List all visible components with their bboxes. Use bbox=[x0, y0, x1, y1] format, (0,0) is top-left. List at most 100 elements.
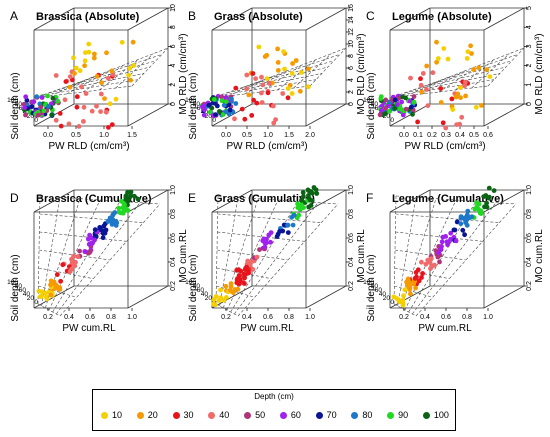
plane-line bbox=[487, 47, 525, 87]
x-axis-label: PW cum.RL bbox=[418, 323, 472, 334]
plane-line bbox=[455, 59, 495, 91]
data-point bbox=[259, 74, 264, 80]
z-tick-label: 0.6 bbox=[348, 233, 355, 243]
data-point bbox=[271, 120, 277, 126]
data-point bbox=[440, 120, 446, 126]
data-point bbox=[112, 210, 118, 215]
z-tick-label: 0.8 bbox=[526, 209, 533, 219]
data-point bbox=[415, 267, 421, 273]
z-axis-label: MO cum.RL bbox=[356, 229, 367, 283]
z-axis-label: MO RLD (cm/cm³) bbox=[534, 33, 545, 114]
x-axis-label: PW cum.RL bbox=[62, 323, 116, 334]
data-point bbox=[411, 99, 417, 105]
x-tick-label: 0.1 bbox=[413, 132, 423, 139]
z-tick-label: 0 bbox=[348, 102, 355, 106]
data-point bbox=[424, 63, 430, 69]
legend-label: 20 bbox=[147, 410, 158, 420]
data-point bbox=[403, 106, 409, 112]
x-tick-label: 1.5 bbox=[284, 132, 294, 139]
legend-label: 90 bbox=[398, 410, 409, 420]
data-point bbox=[22, 105, 27, 110]
depth-tick-label: 80 bbox=[193, 101, 201, 108]
data-point bbox=[435, 56, 441, 61]
plane-line bbox=[293, 53, 332, 89]
legend-swatch bbox=[387, 411, 395, 419]
data-point bbox=[113, 96, 119, 102]
data-point bbox=[55, 98, 61, 104]
data-point bbox=[266, 80, 272, 86]
box-edge bbox=[127, 103, 169, 127]
data-point bbox=[290, 222, 296, 228]
box-edge bbox=[305, 103, 347, 127]
panel-letter: B bbox=[188, 9, 196, 23]
data-point bbox=[383, 106, 388, 111]
data-point bbox=[92, 227, 98, 233]
data-point bbox=[259, 100, 265, 105]
depth-tick-label: 20 bbox=[27, 295, 35, 302]
data-point bbox=[474, 200, 480, 206]
data-point bbox=[63, 79, 69, 84]
data-point bbox=[486, 185, 492, 191]
data-point bbox=[275, 46, 280, 52]
data-point bbox=[401, 293, 406, 299]
data-point bbox=[277, 229, 282, 234]
box-edge bbox=[127, 189, 169, 213]
data-point bbox=[57, 111, 63, 116]
z-tick-label: 1.0 bbox=[348, 185, 355, 195]
depth-tick-label: 0 bbox=[390, 117, 394, 124]
data-point bbox=[211, 297, 217, 302]
data-point bbox=[402, 287, 408, 293]
depth-tick-label: 0 bbox=[34, 117, 38, 124]
data-point bbox=[379, 108, 384, 113]
data-point bbox=[201, 112, 207, 118]
depth-axis-label: Soil depth (cm) bbox=[188, 72, 199, 139]
data-point bbox=[297, 88, 303, 94]
z-tick-label: 2 bbox=[526, 64, 533, 68]
data-point bbox=[460, 227, 466, 233]
data-point bbox=[264, 240, 269, 246]
data-point bbox=[275, 60, 281, 65]
data-point bbox=[438, 100, 444, 105]
data-point bbox=[100, 235, 106, 241]
x-tick-label: 0.8 bbox=[462, 314, 472, 321]
box-edge bbox=[389, 189, 431, 213]
data-point bbox=[484, 67, 490, 72]
plane-line bbox=[115, 53, 154, 89]
box-edge bbox=[483, 103, 525, 127]
data-point bbox=[244, 86, 250, 92]
x-tick-label: 1.0 bbox=[127, 314, 137, 321]
data-point bbox=[407, 285, 413, 291]
data-point bbox=[98, 109, 103, 114]
depth-tick-label: 0 bbox=[34, 299, 38, 306]
data-point bbox=[127, 66, 133, 71]
data-point bbox=[35, 112, 41, 118]
data-point bbox=[217, 109, 222, 114]
z-tick-label: 0.2 bbox=[170, 281, 177, 291]
legend-swatch bbox=[279, 411, 287, 419]
plane-line bbox=[234, 202, 319, 315]
plane-line bbox=[395, 195, 517, 205]
x-tick-label: 0.6 bbox=[263, 314, 273, 321]
data-point bbox=[39, 289, 45, 295]
data-point bbox=[107, 101, 113, 107]
data-point bbox=[253, 76, 258, 81]
panel-letter: E bbox=[188, 191, 196, 205]
data-point bbox=[444, 239, 450, 245]
plane-line bbox=[64, 60, 157, 88]
depth-tick-label: 0 bbox=[390, 299, 394, 306]
data-point bbox=[106, 125, 111, 130]
data-point bbox=[441, 46, 447, 51]
plane-line bbox=[237, 203, 339, 317]
data-point bbox=[38, 294, 43, 300]
data-point bbox=[432, 262, 437, 268]
data-point bbox=[445, 56, 451, 62]
data-point bbox=[135, 196, 141, 202]
data-point bbox=[314, 191, 320, 196]
data-point bbox=[419, 259, 424, 265]
data-point bbox=[92, 237, 97, 243]
data-point bbox=[207, 109, 213, 115]
data-point bbox=[300, 190, 306, 195]
z-tick-label: 0 bbox=[526, 102, 533, 106]
data-point bbox=[392, 106, 398, 111]
depth-tick-label: 80 bbox=[371, 283, 379, 290]
